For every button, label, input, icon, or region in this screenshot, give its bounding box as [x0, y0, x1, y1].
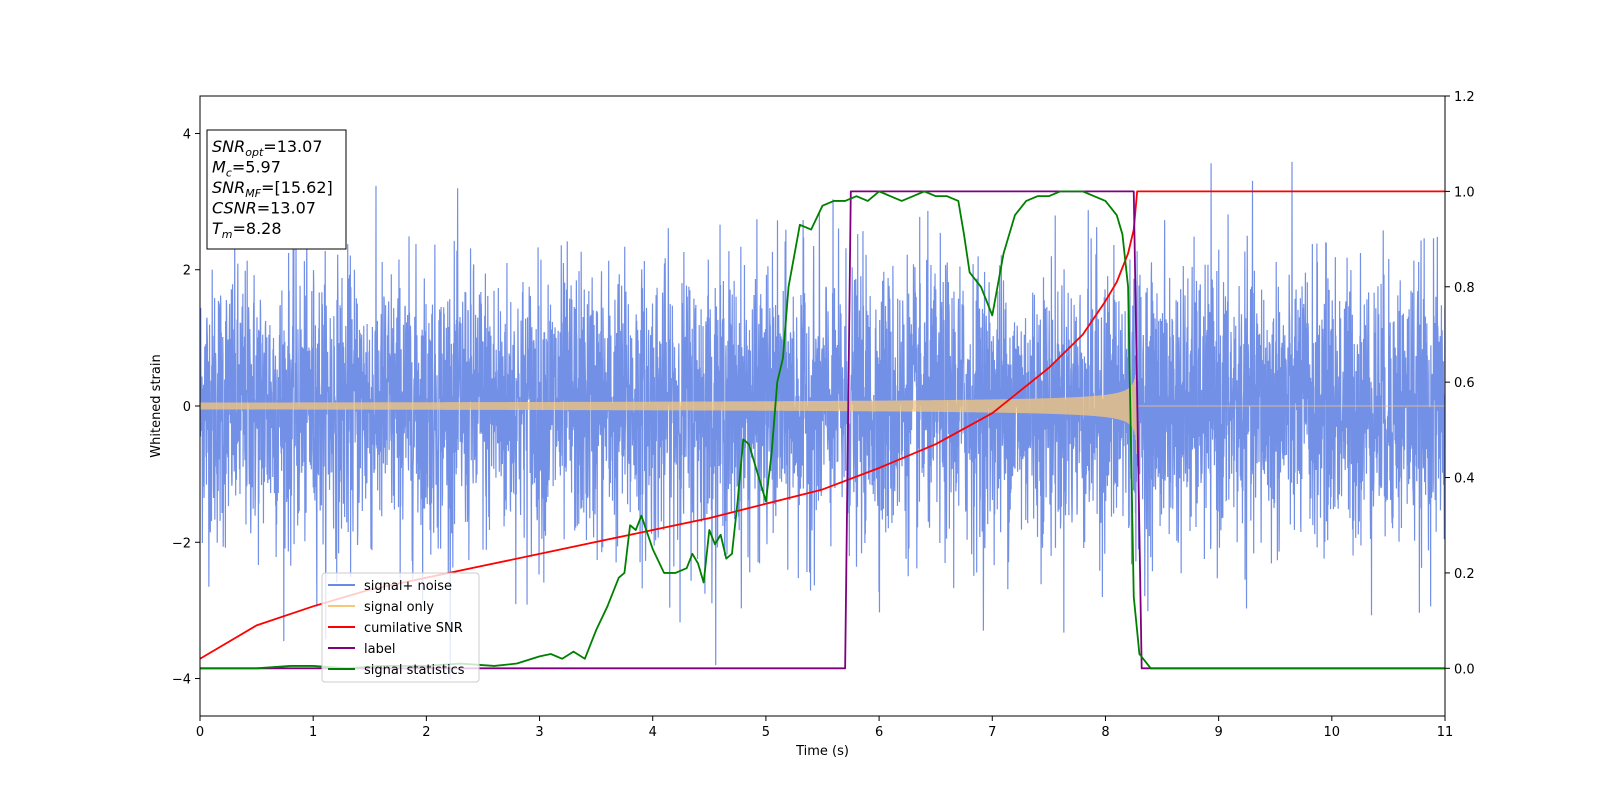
legend-entry: signal+ noise [364, 579, 452, 594]
x-tick-label: 2 [422, 725, 430, 740]
x-tick-label: 4 [649, 725, 657, 740]
legend-entry: label [364, 642, 395, 657]
series-signal-statistics [200, 190, 1445, 670]
x-tick-label: 10 [1324, 725, 1341, 740]
y-right-tick-label: 0.2 [1454, 567, 1475, 582]
y-right-tick-label: 0.4 [1454, 472, 1475, 487]
x-tick-label: 11 [1437, 725, 1454, 740]
x-tick-label: 8 [1101, 725, 1109, 740]
y-right-tick-label: 1.0 [1454, 185, 1475, 200]
y-axis-left: −4 −2 0 2 4 [172, 127, 200, 688]
x-tick-label: 0 [196, 725, 204, 740]
y-right-tick-label: 0.8 [1454, 281, 1475, 296]
legend-entry: signal only [364, 600, 434, 615]
x-tick-label: 3 [535, 725, 543, 740]
y-left-tick-label: 2 [183, 264, 191, 279]
stats-annotation-box: SNRopt=13.07Mc=5.97SNRMF=[15.62]CSNR=13.… [206, 129, 347, 250]
annotation-line: CSNR=13.07 [212, 199, 316, 218]
x-axis: 0 1 2 3 4 5 6 7 8 9 10 11 [196, 716, 1453, 740]
x-tick-label: 6 [875, 725, 883, 740]
series-signal-only [200, 356, 1445, 454]
x-axis-label: Time (s) [795, 744, 849, 759]
legend-entry: signal statistics [364, 663, 465, 678]
x-tick-label: 1 [309, 725, 317, 740]
y-right-tick-label: 1.2 [1454, 90, 1475, 105]
y-axis-label: Whitened strain [149, 354, 164, 457]
legend-entry: cumilative SNR [364, 621, 463, 636]
series-signal-noise [200, 161, 1445, 679]
x-tick-label: 7 [988, 725, 996, 740]
y-right-tick-label: 0.6 [1454, 376, 1475, 391]
annotation-line: SNRopt=13.07 [212, 137, 323, 159]
annotation-frame [206, 129, 347, 250]
annotation-line: Tm=8.28 [212, 219, 282, 241]
y-right-tick-label: 0.0 [1454, 662, 1475, 677]
annotation-line: Mc=5.97 [212, 158, 281, 180]
annotation-line: SNRMF=[15.62] [212, 178, 333, 200]
legend-frame [321, 572, 480, 683]
y-left-tick-label: −4 [172, 673, 191, 688]
y-left-tick-label: 0 [183, 400, 191, 415]
x-tick-label: 5 [762, 725, 770, 740]
y-axis-right: 0.0 0.2 0.4 0.6 0.8 1.0 1.2 [1445, 90, 1475, 677]
x-tick-label: 9 [1214, 725, 1222, 740]
y-left-tick-label: −2 [172, 536, 191, 551]
y-left-tick-label: 4 [183, 127, 191, 142]
legend: signal+ noise signal only cumilative SNR la… [321, 572, 480, 683]
